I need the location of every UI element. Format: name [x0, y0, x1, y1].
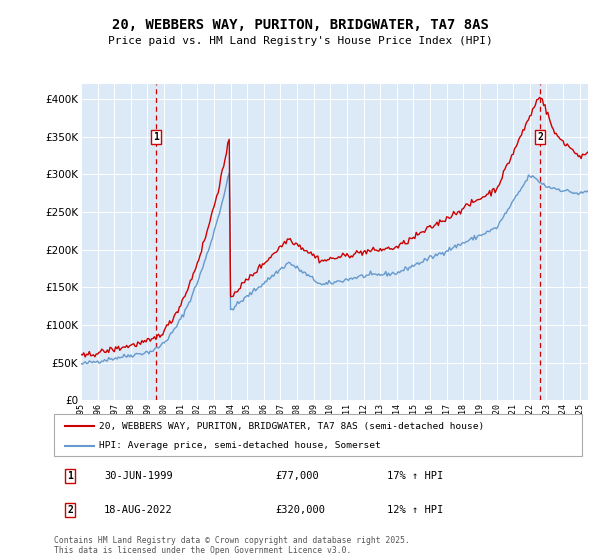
Text: £77,000: £77,000: [276, 471, 320, 481]
Text: 12% ↑ HPI: 12% ↑ HPI: [386, 505, 443, 515]
Text: This data is licensed under the Open Government Licence v3.0.: This data is licensed under the Open Gov…: [54, 547, 352, 556]
FancyBboxPatch shape: [54, 414, 582, 456]
Text: Contains HM Land Registry data © Crown copyright and database right 2025.: Contains HM Land Registry data © Crown c…: [54, 536, 410, 545]
Text: 2: 2: [537, 132, 543, 142]
Text: 2: 2: [67, 505, 73, 515]
Text: 17% ↑ HPI: 17% ↑ HPI: [386, 471, 443, 481]
Text: 20, WEBBERS WAY, PURITON, BRIDGWATER, TA7 8AS: 20, WEBBERS WAY, PURITON, BRIDGWATER, TA…: [112, 18, 488, 32]
Text: HPI: Average price, semi-detached house, Somerset: HPI: Average price, semi-detached house,…: [99, 441, 380, 450]
Text: 1: 1: [153, 132, 159, 142]
Text: 1: 1: [67, 471, 73, 481]
Text: £320,000: £320,000: [276, 505, 326, 515]
Text: 20, WEBBERS WAY, PURITON, BRIDGWATER, TA7 8AS (semi-detached house): 20, WEBBERS WAY, PURITON, BRIDGWATER, TA…: [99, 422, 484, 431]
Text: Price paid vs. HM Land Registry's House Price Index (HPI): Price paid vs. HM Land Registry's House …: [107, 36, 493, 46]
Text: 30-JUN-1999: 30-JUN-1999: [104, 471, 173, 481]
Text: 18-AUG-2022: 18-AUG-2022: [104, 505, 173, 515]
